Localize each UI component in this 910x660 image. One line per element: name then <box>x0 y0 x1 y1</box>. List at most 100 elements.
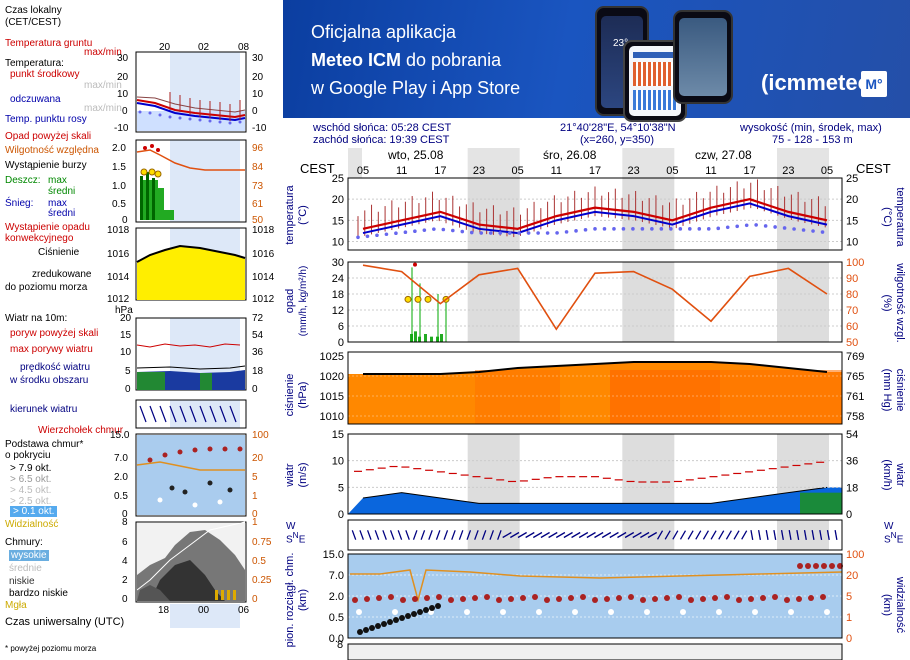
legend-cl-high: wysokie <box>9 550 49 561</box>
cloud-base-point <box>813 563 819 569</box>
altitude-label: wysokość (min, środek, max) <box>740 122 882 134</box>
dew-point <box>498 231 503 235</box>
cloud-base-point-dark <box>399 615 405 621</box>
legend-cl-low: niskie <box>9 576 35 587</box>
hour-label: 05 <box>821 165 833 177</box>
cloud-base-point <box>604 596 610 602</box>
cloud-base-point <box>376 595 382 601</box>
wind-dir-arrow <box>656 530 664 540</box>
wind-dir-arrow <box>481 530 487 540</box>
storm-marker <box>414 295 422 303</box>
mini-tick: 0 <box>252 106 258 117</box>
cloud-tick-left: 7.0 <box>329 570 344 582</box>
cloud-base-point-dark <box>429 605 435 611</box>
dew-point <box>640 227 645 231</box>
legend-okt: > 6.5 okt. <box>10 474 52 485</box>
legend-precip-occ: Wystąpienie opadu <box>5 222 90 233</box>
mini-tick: 20 <box>120 313 132 324</box>
dew-point <box>517 231 521 235</box>
hour-label: 11 <box>551 165 562 177</box>
app-promo-banner[interactable]: Oficjalna aplikacja Meteo ICM do pobrani… <box>283 0 910 122</box>
wind-tick-right: 54 <box>846 429 858 441</box>
pressure-line <box>363 361 828 375</box>
wind-dir-arrow <box>765 529 769 541</box>
cloud-base-point <box>676 594 682 600</box>
mini-tick: 1014 <box>252 272 275 283</box>
cloud-base-point <box>352 597 358 603</box>
mini-tick: 6 <box>122 537 128 548</box>
cloud-base-point-light <box>824 609 830 615</box>
wind-tick-right: 18 <box>846 482 858 494</box>
cloud-tick-left: 2.0 <box>329 591 344 603</box>
mini-tick: 1018 <box>252 225 275 236</box>
mini-tick: 73 <box>252 181 264 192</box>
cloud-base-point-light <box>608 609 614 615</box>
mini-tick: 10 <box>120 347 132 358</box>
precip-left-label: opad (mm/h, kg/m²/h) <box>284 265 309 337</box>
cloud-base-point-dark <box>417 609 423 615</box>
cloud-base-point <box>400 597 406 603</box>
legend-temp-title: Temperatura: <box>5 58 64 69</box>
wind-dir-arrow <box>525 531 535 539</box>
wind-dir-arrow <box>788 529 792 541</box>
legend-pressure: Ciśnienie <box>38 247 80 258</box>
pressure-tick-right: 761 <box>846 391 864 403</box>
dew-point <box>782 226 787 230</box>
dew-point <box>375 233 379 238</box>
mini-tick: 36 <box>252 347 264 358</box>
cloud-base-point <box>496 597 502 603</box>
dew-point <box>365 234 370 239</box>
night-band-header <box>467 148 520 178</box>
legend-wind-tip: Wierzchołek chmur <box>38 425 124 436</box>
wind-dir-arrow <box>609 531 619 539</box>
pressure-shade <box>610 370 720 424</box>
pressure-left-label: ciśnienie (hPa) <box>284 373 309 417</box>
promo-line1: Oficjalna aplikacja <box>311 22 457 42</box>
cloud-base-point <box>568 595 574 601</box>
tz-label-left: CEST <box>300 161 335 176</box>
legend-gust-above: poryw powyżej skali <box>10 328 99 339</box>
wind-tick-left: 15 <box>332 429 344 441</box>
wind-dir-arrow <box>435 530 441 540</box>
legend-storm: Wystąpienie burzy <box>5 160 87 171</box>
cloud-base-point <box>556 596 562 602</box>
dew-point <box>564 230 569 234</box>
cloud-base-point-light <box>788 609 794 615</box>
cloud-base-point <box>808 595 814 601</box>
wind-dir-arrow <box>517 531 527 539</box>
cloud-base-point-light <box>392 609 398 615</box>
night-band <box>622 262 675 342</box>
mini-tick: 7.0 <box>114 453 128 464</box>
wind-dir-arrow <box>672 530 679 540</box>
wind-dir-arrow <box>466 530 472 540</box>
cloud-base-point <box>364 596 370 602</box>
legend-cloud-base: Podstawa chmur* <box>5 439 84 450</box>
wind-dir-arrow <box>443 530 449 540</box>
wind-dir-arrow <box>826 529 830 541</box>
cloud-tick-left: 15.0 <box>323 549 344 561</box>
panel-frame <box>347 433 843 515</box>
legend-cloud-base: o pokryciu <box>5 450 51 461</box>
cloud-base-point <box>592 597 598 603</box>
dew-point <box>394 231 398 236</box>
mini-tick: 1012 <box>252 294 275 305</box>
mini-tick: 2 <box>122 575 128 586</box>
wind-dir-arrow <box>819 529 823 541</box>
wind-dir-arrow <box>796 529 800 541</box>
wind-dir-arrow <box>647 531 658 539</box>
cloud-base-point-light <box>752 609 758 615</box>
dew-point <box>706 227 711 231</box>
wind-dir-arrow <box>571 531 581 539</box>
hum-tick-right: 60 <box>846 321 858 333</box>
mini-tick: 54 <box>252 330 264 341</box>
dew-point <box>659 227 664 231</box>
precip-tick-left: 0 <box>338 337 344 349</box>
pressure-tick-right: 758 <box>846 411 864 423</box>
precip-tick-left: 24 <box>332 273 344 285</box>
cloud-base-point-dark <box>375 623 381 629</box>
precip-above-marker <box>413 262 417 267</box>
cloud-base-point-dark <box>405 613 411 619</box>
cloud-base-point-light <box>680 609 686 615</box>
mini-tick: 0 <box>122 509 128 520</box>
